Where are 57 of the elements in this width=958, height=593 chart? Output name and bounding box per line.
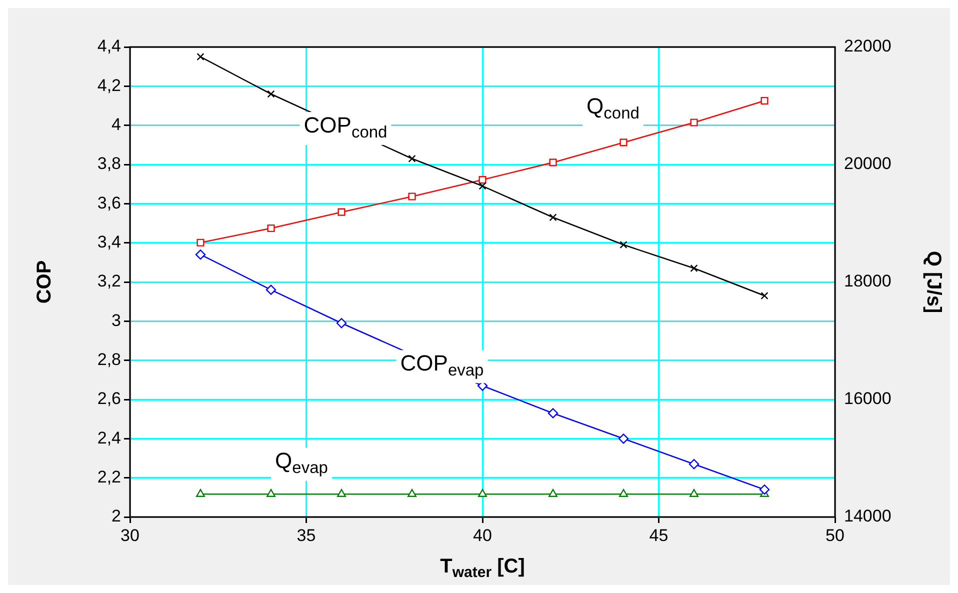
point: [478, 488, 487, 497]
point: [196, 53, 204, 61]
point: [478, 182, 486, 190]
point: [478, 176, 486, 184]
point: [548, 488, 558, 497]
point: [266, 284, 276, 295]
point: [266, 488, 276, 497]
y2-tick-label: 18000: [844, 272, 892, 291]
y-tick-label: 2,2: [97, 468, 121, 487]
point: [336, 318, 347, 328]
point: [196, 238, 204, 246]
point: [760, 96, 768, 105]
y2-axis-title: Q [J/s]: [922, 250, 944, 314]
y-tick-label: 4: [112, 115, 121, 134]
point: [690, 264, 698, 272]
point: [760, 292, 768, 300]
point: [196, 488, 205, 497]
point: [548, 408, 558, 418]
y-tick-label: 4,4: [97, 36, 121, 56]
x-tick-label: 40: [473, 526, 492, 545]
y-tick-label: 2,8: [97, 350, 121, 370]
point: [338, 208, 346, 216]
x-tick-label: 30: [120, 526, 140, 545]
point: [549, 214, 557, 222]
y-tick-label: 4,2: [97, 76, 121, 95]
point: [618, 434, 629, 444]
y-tick-label: 3,8: [97, 154, 121, 174]
point: [620, 241, 628, 249]
y2-tick-label: 20000: [844, 154, 892, 174]
point: [195, 249, 206, 260]
point: [759, 484, 770, 495]
point: [408, 488, 416, 497]
point: [408, 192, 416, 200]
x-tick-label: 35: [296, 526, 316, 545]
point: [688, 459, 700, 470]
y-tick-label: 3,2: [97, 272, 121, 291]
y-tick-label: 3,6: [97, 193, 121, 212]
point: [690, 488, 698, 497]
point: [408, 154, 416, 162]
y2-tick-label: 16000: [844, 389, 892, 408]
y2-tick-label: 14000: [844, 506, 892, 526]
y-tick-label: 3: [112, 310, 121, 330]
x-tick-label: 45: [649, 526, 668, 545]
point: [619, 488, 628, 497]
y-axis-title: COP: [34, 260, 56, 304]
y-tick-label: 3,4: [97, 232, 121, 252]
point: [620, 138, 628, 146]
point: [337, 488, 346, 497]
point: [549, 158, 557, 166]
point: [690, 118, 698, 126]
y-tick-label: 2,4: [97, 428, 121, 448]
y-tick-label: 2: [112, 506, 121, 526]
y-tick-label: 2,6: [97, 389, 121, 408]
x-tick-label: 50: [826, 526, 844, 545]
y2-tick-label: 22000: [844, 36, 892, 56]
point: [267, 224, 275, 232]
point: [267, 90, 275, 98]
